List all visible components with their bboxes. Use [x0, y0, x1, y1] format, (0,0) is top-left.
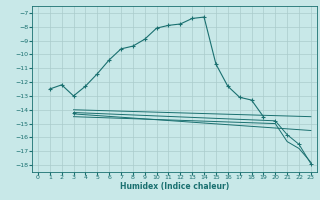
X-axis label: Humidex (Indice chaleur): Humidex (Indice chaleur) [120, 182, 229, 191]
